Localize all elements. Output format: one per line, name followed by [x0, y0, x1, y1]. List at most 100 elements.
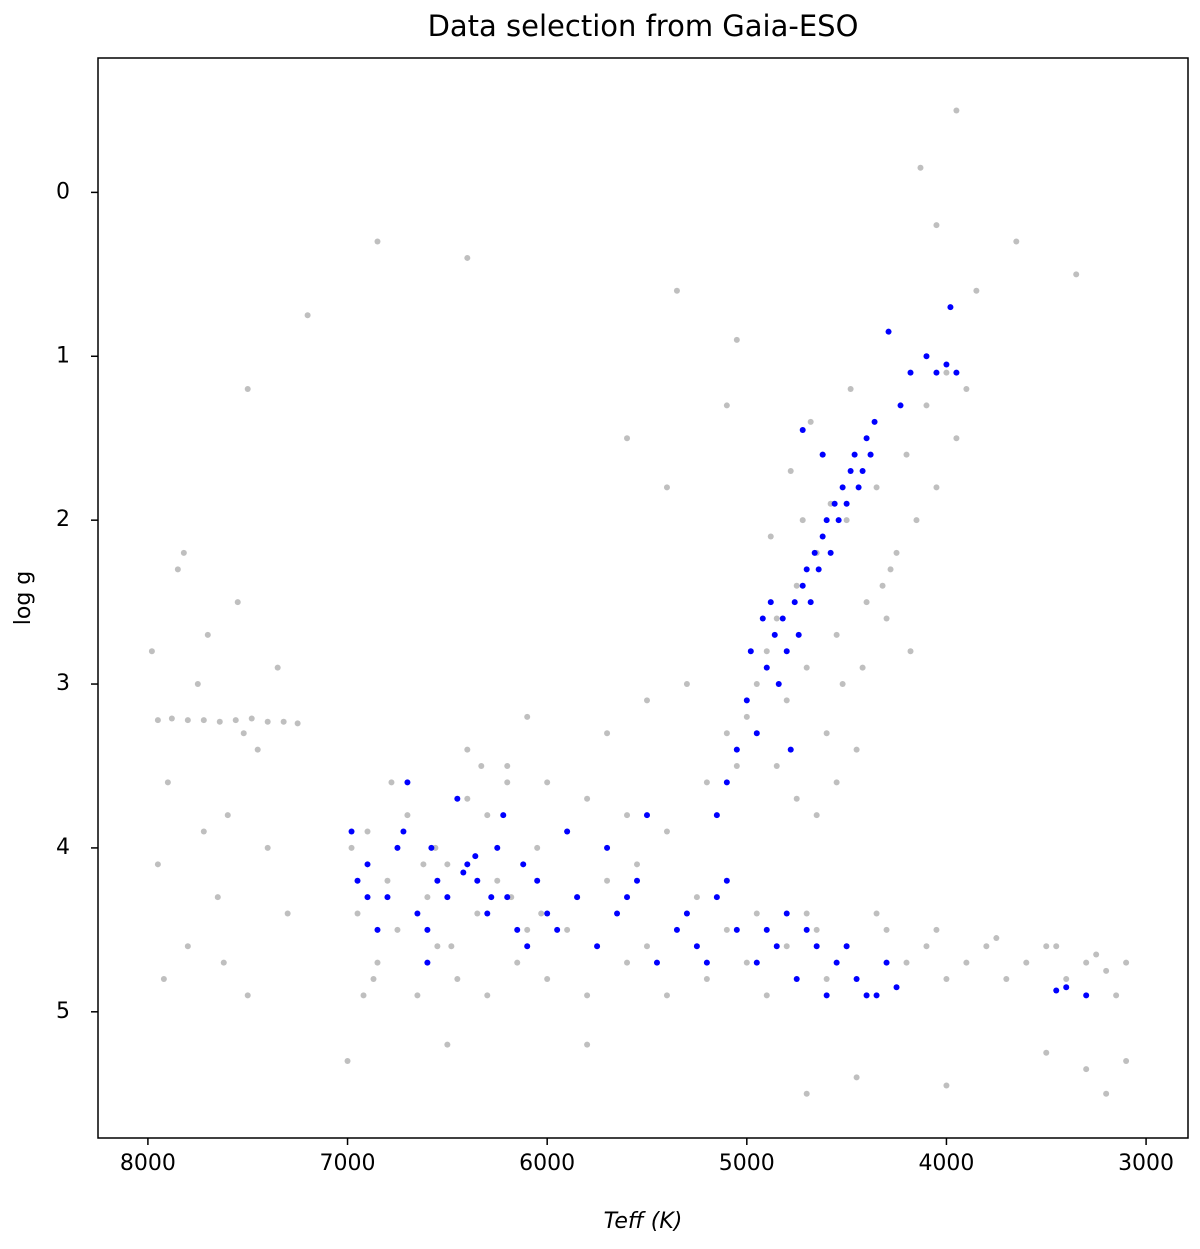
data-point	[214, 894, 221, 901]
data-point	[244, 386, 251, 393]
data-point	[867, 451, 874, 458]
data-point	[428, 844, 435, 851]
data-point	[933, 222, 940, 229]
data-point	[879, 582, 886, 589]
data-point	[524, 713, 531, 720]
data-point	[434, 877, 441, 884]
data-point	[983, 943, 990, 950]
data-point	[484, 910, 491, 917]
data-point	[154, 717, 161, 724]
data-point	[763, 648, 770, 655]
data-point	[584, 992, 591, 999]
data-point	[484, 812, 491, 819]
data-point	[871, 418, 878, 425]
data-point	[354, 877, 361, 884]
data-point	[1103, 967, 1110, 974]
data-point	[254, 746, 261, 753]
data-point	[464, 795, 471, 802]
data-point	[384, 894, 391, 901]
data-point	[520, 861, 527, 868]
data-point	[913, 517, 920, 524]
data-point	[907, 369, 914, 376]
data-point	[234, 599, 241, 606]
data-point	[634, 861, 641, 868]
data-point	[564, 828, 571, 835]
data-point	[753, 959, 760, 966]
x-tick-label: 5000	[719, 1151, 775, 1176]
data-point	[793, 976, 800, 983]
data-point	[799, 517, 806, 524]
data-point	[793, 582, 800, 589]
data-point	[624, 812, 631, 819]
data-point	[604, 877, 611, 884]
data-point	[1053, 987, 1060, 994]
data-point	[643, 943, 650, 950]
data-point	[154, 861, 161, 868]
data-point	[943, 1082, 950, 1089]
data-point	[943, 361, 950, 368]
data-point	[723, 926, 730, 933]
data-point	[180, 549, 187, 556]
data-point	[803, 910, 810, 917]
data-point	[1103, 1090, 1110, 1097]
data-point	[216, 718, 223, 725]
data-point	[1003, 976, 1010, 983]
data-point	[847, 386, 854, 393]
data-point	[1023, 959, 1030, 966]
data-point	[763, 992, 770, 999]
data-point	[703, 959, 710, 966]
data-point	[200, 828, 207, 835]
data-point	[743, 713, 750, 720]
data-point	[370, 976, 377, 983]
data-point	[843, 517, 850, 524]
data-point	[643, 697, 650, 704]
data-point	[813, 812, 820, 819]
data-point	[304, 312, 311, 319]
plot-points	[148, 107, 1130, 1097]
data-point	[524, 926, 531, 933]
y-tick-label: 1	[56, 343, 70, 368]
data-point	[835, 517, 842, 524]
y-tick-label: 3	[56, 671, 70, 696]
plot-frame	[97, 57, 1189, 1139]
data-point	[294, 720, 301, 727]
data-point	[673, 926, 680, 933]
data-point	[414, 910, 421, 917]
data-point	[803, 566, 810, 573]
data-point	[943, 976, 950, 983]
data-point	[733, 926, 740, 933]
data-point	[584, 795, 591, 802]
data-point	[1073, 271, 1080, 278]
data-point	[274, 664, 281, 671]
data-point	[364, 828, 371, 835]
data-point	[863, 435, 870, 442]
data-point	[953, 435, 960, 442]
data-point	[833, 959, 840, 966]
data-point	[703, 779, 710, 786]
data-point	[799, 427, 806, 434]
data-point	[887, 566, 894, 573]
data-point	[673, 287, 680, 294]
data-point	[847, 467, 854, 474]
data-point	[923, 353, 930, 360]
data-point	[248, 715, 255, 722]
data-point	[813, 926, 820, 933]
data-point	[773, 762, 780, 769]
data-point	[963, 959, 970, 966]
data-point	[803, 664, 810, 671]
data-point	[923, 943, 930, 950]
data-point	[863, 992, 870, 999]
data-point	[903, 959, 910, 966]
data-point	[753, 730, 760, 737]
data-point	[1123, 959, 1130, 966]
data-point	[795, 631, 802, 638]
data-point	[420, 861, 427, 868]
x-tick-label: 6000	[519, 1151, 575, 1176]
data-point	[264, 844, 271, 851]
data-point	[494, 877, 501, 884]
data-point	[444, 1041, 451, 1048]
x-tick-label: 8000	[120, 1151, 176, 1176]
data-point	[767, 533, 774, 540]
data-point	[348, 844, 355, 851]
data-point	[534, 877, 541, 884]
